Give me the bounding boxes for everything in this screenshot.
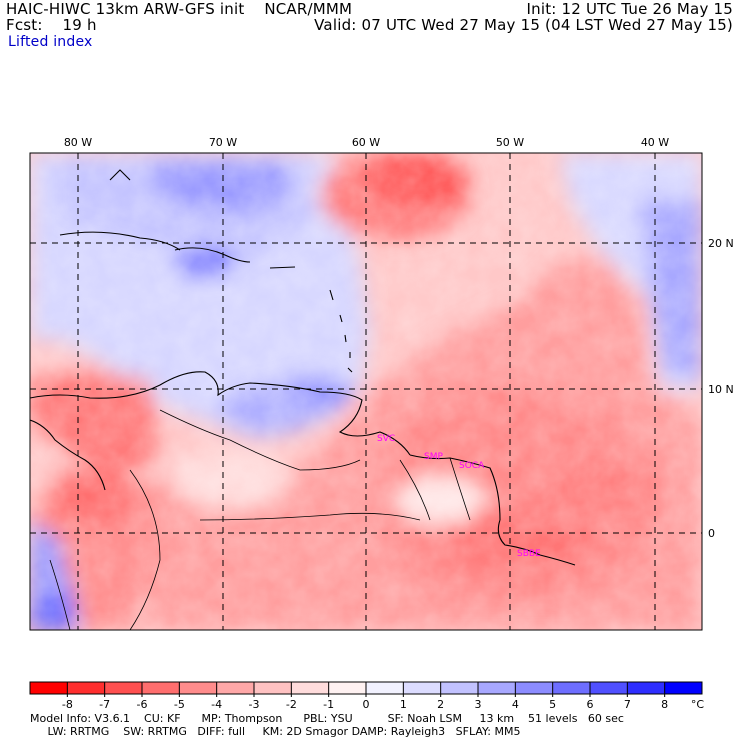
station-svc: SVC [377,434,395,444]
colorbar-tick-label: -5 [174,698,185,711]
model-info-line1: Model Info: V3.6.1 CU: KF MP: Thompson P… [30,712,624,725]
colorbar-swatch [478,682,516,694]
colorbar-tick-label: -6 [137,698,148,711]
forecast-hour: Fcst: 19 h [6,16,97,34]
colorbar-tick-label: 3 [475,698,482,711]
lat-label-10n: 10 N [708,383,734,396]
colorbar-tick-label: -1 [323,698,334,711]
colorbar-swatch [552,682,591,694]
colorbar-unit: °C [691,698,705,711]
colorbar-swatch [403,682,442,694]
colorbar-swatch [179,682,218,694]
colorbar-swatch [254,682,292,694]
colorbar-swatch [216,682,255,694]
colorbar-swatch [440,682,479,694]
lon-label-40w: 40 W [641,136,669,149]
colorbar-swatch [30,682,68,694]
colorbar-swatch [664,682,703,694]
colorbar-tick-label: -2 [286,698,297,711]
colorbar-swatch [590,682,628,694]
field-name: Lifted index [8,34,93,50]
colorbar-tick-label: 4 [512,698,519,711]
colorbar-tick-label: 1 [400,698,407,711]
colorbar-tick-label: 2 [437,698,444,711]
init-time: Init: 12 UTC Tue 26 May 15 [526,0,733,18]
colorbar-swatch [104,682,143,694]
colorbar-swatch [366,682,404,694]
lifted-index-field [30,153,702,630]
station-smp: SMP [424,452,443,462]
lon-label-50w: 50 W [496,136,524,149]
colorbar-tick-label: 5 [549,698,556,711]
lat-label-20n: 20 N [708,237,734,250]
lon-label-60w: 60 W [352,136,380,149]
colorbar-tick-label: -4 [211,698,222,711]
model-info-line2: LW: RRTMG SW: RRTMG DIFF: full KM: 2D Sm… [30,725,521,738]
colorbar: -8 -7 -6 -5 -4 -3 -2 -1 0 1 2 3 4 5 6 7 8 °C [29,681,705,711]
colorbar-tick-label: -3 [249,698,260,711]
colorbar-swatch [515,682,554,694]
colorbar-swatch [328,682,367,694]
lat-lon-grid [30,153,702,630]
model-title: HAIC-HIWC 13km ARW-GFS init NCAR/MMM [6,0,353,18]
lon-label-70w: 70 W [209,136,237,149]
station-soca: SOCA [459,461,485,471]
valid-time: Valid: 07 UTC Wed 27 May 15 (04 LST Wed … [314,16,733,34]
colorbar-tick-label: 7 [624,698,631,711]
colorbar-swatch [67,682,106,694]
colorbar-tick-label: -7 [99,698,110,711]
coastlines [30,169,576,630]
station-sbbe: SBBE [517,549,541,559]
lat-label-0: 0 [708,527,715,540]
colorbar-swatch [627,682,666,694]
colorbar-swatch [142,682,180,694]
map-frame [29,152,703,631]
colorbar-tick-label: 0 [363,698,370,711]
colorbar-tick-label: 6 [587,698,594,711]
colorbar-tick-label: 8 [661,698,668,711]
lon-label-80w: 80 W [64,136,92,149]
colorbar-tick-label: -8 [62,698,73,711]
colorbar-swatch [291,682,330,694]
